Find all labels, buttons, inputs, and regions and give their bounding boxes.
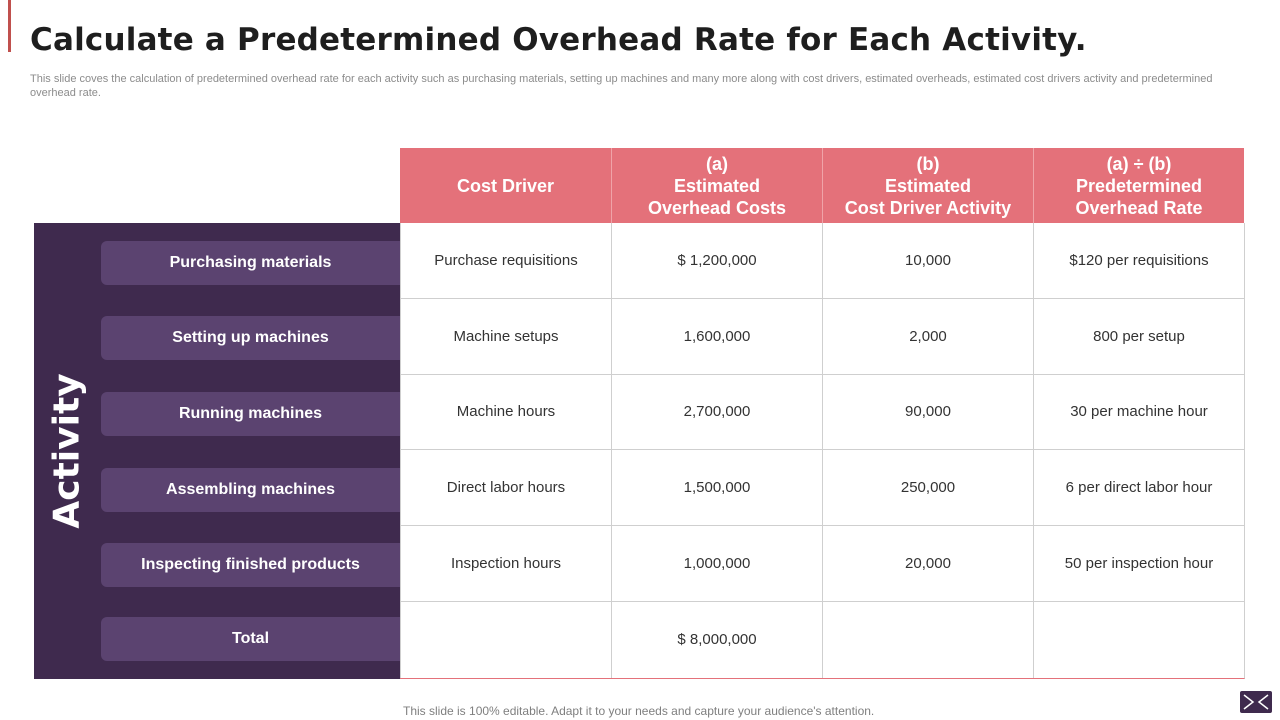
table-cell: $ 1,200,000 — [611, 223, 822, 299]
overhead-table-body: Purchase requisitions $ 1,200,000 10,000 $1… — [400, 223, 1245, 679]
table-cell: 1,000,000 — [611, 526, 822, 602]
page-title: Calculate a Predetermined Overhead Rate … — [30, 22, 1087, 58]
activity-item: Assembling machines — [101, 468, 400, 512]
table-header-cell: Cost Driver — [400, 148, 611, 223]
table-cell: 800 per setup — [1033, 298, 1244, 375]
table-cell: 2,000 — [822, 298, 1033, 375]
table-cell — [1033, 602, 1244, 678]
table-cell — [822, 602, 1033, 678]
activity-item: Purchasing materials — [101, 241, 400, 285]
table-header-cell: (b) Estimated Cost Driver Activity — [822, 148, 1033, 223]
table-cell: Machine hours — [400, 374, 611, 451]
table-cell: 30 per machine hour — [1033, 374, 1244, 451]
table-header-line: (b) — [916, 153, 940, 174]
table-cell: $120 per requisitions — [1033, 223, 1244, 299]
footer-note: This slide is 100% editable. Adapt it to… — [403, 704, 875, 718]
activity-item: Inspecting finished products — [101, 543, 400, 587]
table-cell: Inspection hours — [400, 526, 611, 602]
table-header-line: Predetermined — [1075, 175, 1203, 196]
activity-vertical-label: Activity — [46, 373, 88, 529]
table-cell: 6 per direct labor hour — [1033, 450, 1244, 527]
table-header-line: Overhead Rate — [1075, 197, 1203, 218]
table-cell: 90,000 — [822, 374, 1033, 451]
table-cell: 20,000 — [822, 526, 1033, 602]
slide-nav-icon[interactable] — [1240, 691, 1272, 713]
table-header-line: (a) — [706, 153, 728, 174]
table-cell: 1,600,000 — [611, 298, 822, 375]
table-header-cell: (a) Estimated Overhead Costs — [611, 148, 822, 223]
activity-panel — [34, 223, 400, 679]
table-cell: 1,500,000 — [611, 450, 822, 527]
title-accent-bar — [8, 0, 11, 52]
table-header-cell: (a) ÷ (b) Predetermined Overhead Rate — [1033, 148, 1244, 223]
table-cell: $ 8,000,000 — [611, 602, 822, 678]
table-cell: Machine setups — [400, 298, 611, 375]
activity-item: Total — [101, 617, 400, 661]
table-header-line: Estimated — [673, 175, 761, 196]
table-cell: 2,700,000 — [611, 374, 822, 451]
table-cell: Purchase requisitions — [400, 223, 611, 299]
table-header-line: Cost Driver Activity — [844, 197, 1012, 218]
table-cell: 50 per inspection hour — [1033, 526, 1244, 602]
table-header-line: (a) ÷ (b) — [1106, 153, 1172, 174]
table-cell: Direct labor hours — [400, 450, 611, 527]
table-cell: 250,000 — [822, 450, 1033, 527]
page-subtitle: This slide coves the calculation of pred… — [30, 73, 1213, 99]
table-header-line: Cost Driver — [456, 175, 555, 196]
table-cell — [400, 602, 611, 678]
table-header-line: Estimated — [884, 175, 972, 196]
table-cell: 10,000 — [822, 223, 1033, 299]
table-header-line: Overhead Costs — [647, 197, 787, 218]
activity-item: Setting up machines — [101, 316, 400, 360]
activity-item: Running machines — [101, 392, 400, 436]
